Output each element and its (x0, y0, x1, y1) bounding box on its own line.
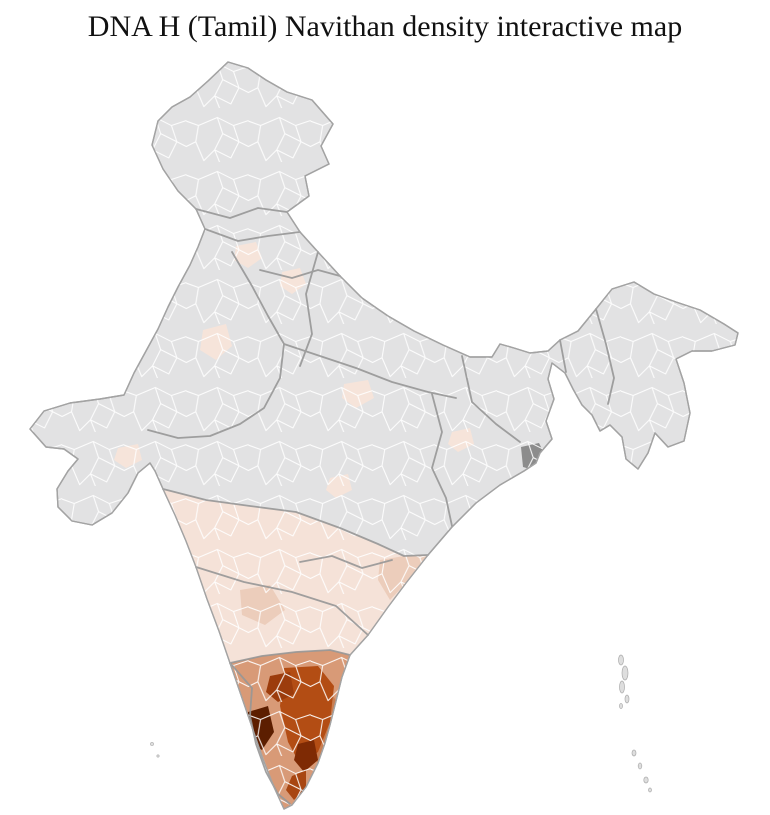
map-title: DNA H (Tamil) Navithan density interacti… (87, 10, 683, 43)
island[interactable] (150, 742, 154, 746)
andaman-nicobar-islands[interactable] (618, 654, 652, 793)
india-landmass[interactable] (29, 61, 739, 810)
island[interactable] (643, 776, 649, 784)
island[interactable] (621, 665, 629, 681)
island[interactable] (624, 694, 630, 704)
island[interactable] (637, 762, 643, 770)
island[interactable] (156, 754, 160, 758)
lakshadweep-islands[interactable] (150, 742, 160, 758)
island[interactable] (619, 680, 625, 694)
island[interactable] (618, 654, 624, 666)
island[interactable] (631, 749, 637, 757)
island[interactable] (619, 703, 623, 709)
island[interactable] (648, 787, 652, 793)
